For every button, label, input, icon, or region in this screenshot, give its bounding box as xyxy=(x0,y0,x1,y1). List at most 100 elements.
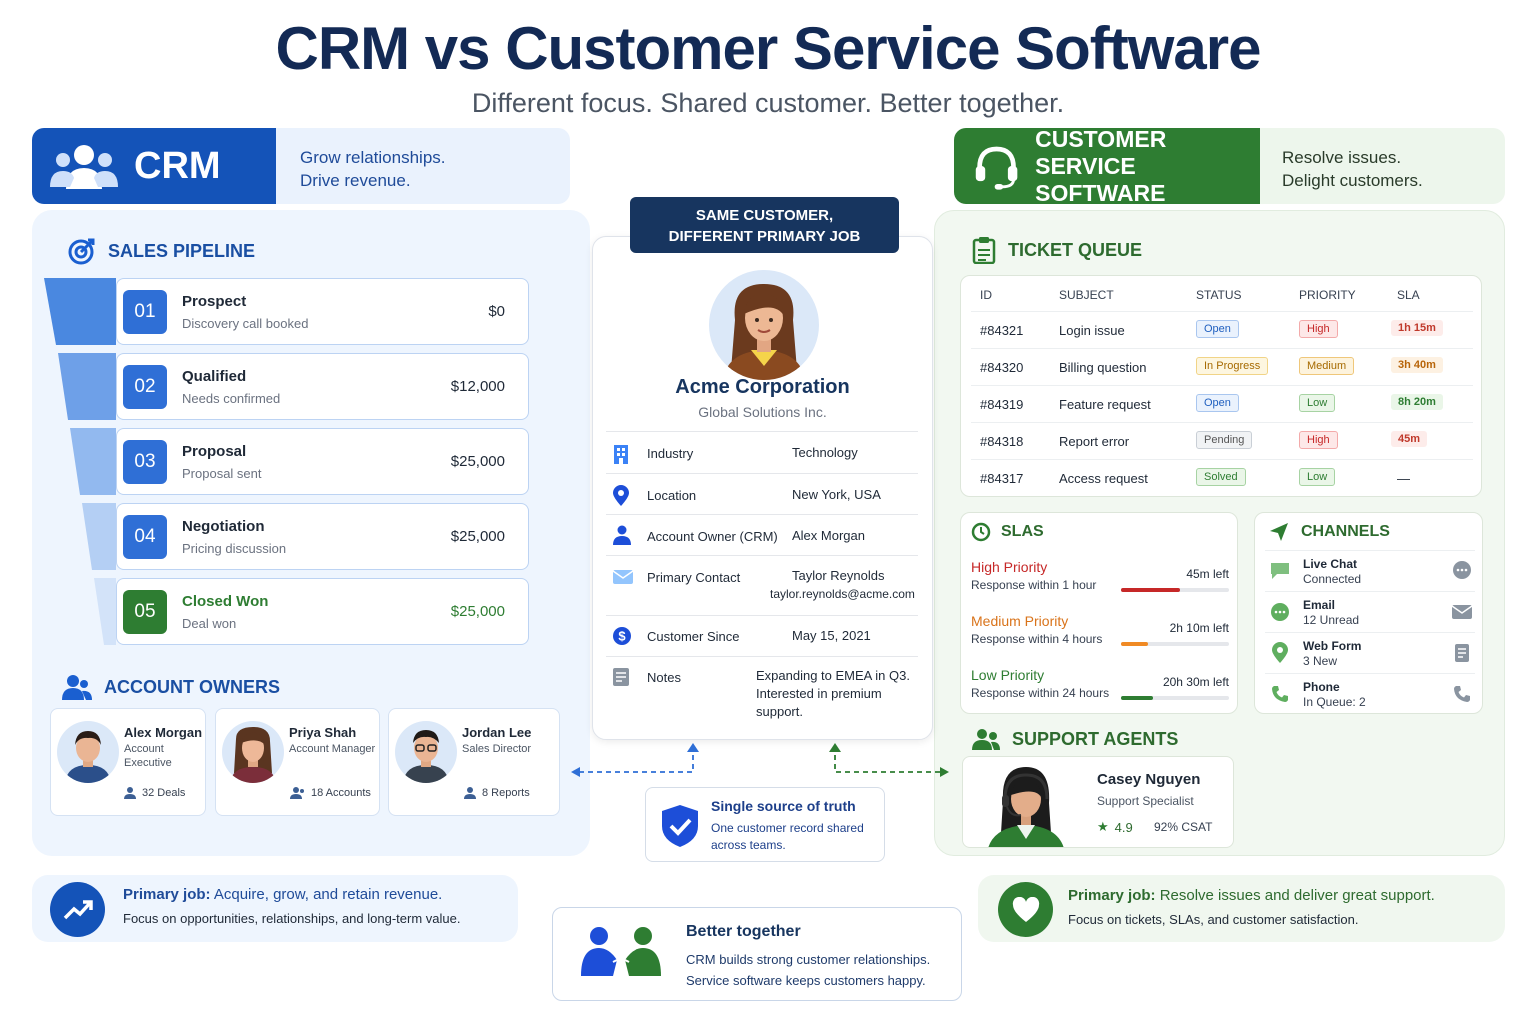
primary-job-text: Resolve issues and deliver great support… xyxy=(1155,887,1435,904)
cs-header: CUSTOMER SERVICE SOFTWARE xyxy=(954,126,1260,207)
stage-number: 05 xyxy=(123,589,167,634)
channel-name: Email xyxy=(1303,598,1336,612)
sales-pipeline-heading: SALES PIPELINE xyxy=(68,237,255,265)
owner-name: Priya Shah xyxy=(289,725,357,740)
better-together-card: Better together CRM builds strong custom… xyxy=(552,907,962,1001)
owner-card[interactable]: Priya Shah Account Manager 18 Accounts xyxy=(215,708,380,816)
sla-time-left: 2h 10m left xyxy=(1169,621,1229,635)
people-icon xyxy=(50,145,118,189)
field-location: Location New York, USA xyxy=(606,473,918,514)
channel-status: 12 Unread xyxy=(1303,613,1360,627)
agent-name: Casey Nguyen xyxy=(1097,771,1201,788)
sla-desc: Response within 1 hour xyxy=(971,578,1097,592)
table-row[interactable]: #84321 Login issue Open High 1h 15m xyxy=(971,311,1473,348)
field-customer-since: $ Customer Since May 15, 2021 xyxy=(606,615,918,656)
table-row[interactable]: #84319 Feature request Open Low 8h 20m xyxy=(971,385,1473,422)
col-header: PRIORITY xyxy=(1299,288,1356,302)
agent-csat: 92% CSAT xyxy=(1154,820,1213,834)
support-agents-heading: SUPPORT AGENTS xyxy=(972,728,1178,750)
channel-item-email[interactable]: Email 12 Unread xyxy=(1265,591,1475,632)
cs-tagline-line: Delight customers. xyxy=(1282,171,1423,190)
sla-badge: 3h 40m xyxy=(1391,357,1443,373)
agent-rating: ★ 4.9 xyxy=(1097,819,1133,835)
col-header: SLA xyxy=(1397,288,1420,302)
ticket-queue-table: ID SUBJECT STATUS PRIORITY SLA #84321 Lo… xyxy=(960,275,1482,497)
stage-value: $25,000 xyxy=(450,453,505,470)
field-label: Industry xyxy=(647,446,694,461)
ticket-queue-heading: TICKET QUEUE xyxy=(972,236,1142,264)
field-value: Interested in premium xyxy=(756,686,882,701)
truth-title: Single source of truth xyxy=(711,798,856,814)
account-owners-heading: ACCOUNT OWNERS xyxy=(62,674,280,700)
cs-title-line: SOFTWARE xyxy=(1035,179,1166,206)
stage-number: 01 xyxy=(123,289,167,334)
channel-name: Web Form xyxy=(1303,639,1362,653)
stage-value: $0 xyxy=(488,303,505,320)
stage-name: Qualified xyxy=(182,367,247,385)
banner-line: DIFFERENT PRIMARY JOB xyxy=(668,228,861,245)
table-row[interactable]: #84318 Report error Pending High 45m xyxy=(971,422,1473,459)
stage-value: $12,000 xyxy=(450,378,505,395)
cs-primary-job-desc: Focus on tickets, SLAs, and customer sat… xyxy=(1068,912,1359,927)
better-together-line: CRM builds strong customer relationships… xyxy=(686,952,931,967)
stage-name: Negotiation xyxy=(182,517,265,535)
field-value: New York, USA xyxy=(792,487,881,502)
pipeline-stage[interactable]: 03 Proposal Proposal sent $25,000 xyxy=(116,428,529,495)
chat-icon xyxy=(1271,603,1289,621)
field-value-email[interactable]: taylor.reynolds@acme.com xyxy=(770,587,915,601)
agent-card[interactable]: Casey Nguyen Support Specialist ★ 4.9 92… xyxy=(962,756,1234,848)
pipeline-stage[interactable]: 04 Negotiation Pricing discussion $25,000 xyxy=(116,503,529,570)
slas-heading: SLAS xyxy=(971,522,1044,542)
table-row[interactable]: #84320 Billing question In Progress Medi… xyxy=(971,348,1473,385)
owner-role: Account Manager xyxy=(289,743,376,755)
clipboard-icon xyxy=(972,237,996,264)
channel-item-phone[interactable]: Phone In Queue: 2 xyxy=(1265,673,1475,714)
channel-item-web-form[interactable]: Web Form 3 New xyxy=(1265,632,1475,673)
stage-value: $25,000 xyxy=(450,528,505,545)
pipeline-stage[interactable]: 05 Closed Won Deal won $25,000 xyxy=(116,578,529,645)
person-icon xyxy=(464,787,476,799)
customer-subtitle: Global Solutions Inc. xyxy=(698,404,827,420)
single-source-card: Single source of truth One customer reco… xyxy=(645,787,885,862)
cs-title: CUSTOMER SERVICE SOFTWARE xyxy=(1035,126,1260,207)
field-account-owner: Account Owner (CRM) Alex Morgan xyxy=(606,514,918,555)
owner-card[interactable]: Alex Morgan Account Executive 32 Deals xyxy=(50,708,206,816)
svg-text:$: $ xyxy=(618,629,626,644)
truth-desc-line: across teams. xyxy=(711,838,786,852)
field-label: Account Owner (CRM) xyxy=(647,529,778,544)
owner-name: Alex Morgan xyxy=(124,725,203,740)
sales-pipeline-title: SALES PIPELINE xyxy=(108,240,256,261)
status-badge: Open xyxy=(1196,320,1239,338)
pipeline-stage[interactable]: 02 Qualified Needs confirmed $12,000 xyxy=(116,353,529,420)
field-label: Primary Contact xyxy=(647,570,741,585)
owner-name: Jordan Lee xyxy=(462,725,532,740)
ticket-id: #84321 xyxy=(980,323,1024,338)
ticket-subject: Report error xyxy=(1059,434,1130,449)
channels-card: CHANNELS Live Chat Connected Email 12 Un… xyxy=(1254,512,1483,714)
sla-item: Medium Priority Response within 4 hours … xyxy=(971,613,1229,646)
status-badge: Pending xyxy=(1196,431,1253,449)
stage-number: 03 xyxy=(123,439,167,484)
owner-stat-text: 18 Accounts xyxy=(311,787,371,799)
owner-card[interactable]: Jordan Lee Sales Director 8 Reports xyxy=(388,708,560,816)
mail-icon xyxy=(1451,605,1473,619)
channel-status: Connected xyxy=(1303,572,1362,586)
form-icon xyxy=(1455,644,1469,662)
stage-value: $25,000 xyxy=(450,603,505,620)
ticket-subject: Login issue xyxy=(1059,323,1125,338)
slas-card: SLAS High Priority Response within 1 hou… xyxy=(960,512,1238,714)
agent-role: Support Specialist xyxy=(1097,794,1194,808)
cs-primary-job-title: Primary job: Resolve issues and deliver … xyxy=(1068,887,1435,904)
stage-name: Closed Won xyxy=(182,592,269,610)
agent-rating-value: 4.9 xyxy=(1114,819,1133,835)
avatar xyxy=(57,721,119,783)
cs-tagline: Resolve issues. Delight customers. xyxy=(1260,128,1505,204)
priority-badge: Low xyxy=(1299,468,1336,486)
channel-item-live-chat[interactable]: Live Chat Connected xyxy=(1265,550,1475,591)
pipeline-stage[interactable]: 01 Prospect Discovery call booked $0 xyxy=(116,278,529,345)
channels-heading: CHANNELS xyxy=(1269,522,1390,542)
table-row[interactable]: #84317 Access request Solved Low — xyxy=(971,459,1473,496)
crm-tagline-line: Drive revenue. xyxy=(300,171,411,190)
sla-progress-bar xyxy=(1121,696,1229,700)
same-customer-banner: SAME CUSTOMER, DIFFERENT PRIMARY JOB xyxy=(630,197,899,253)
